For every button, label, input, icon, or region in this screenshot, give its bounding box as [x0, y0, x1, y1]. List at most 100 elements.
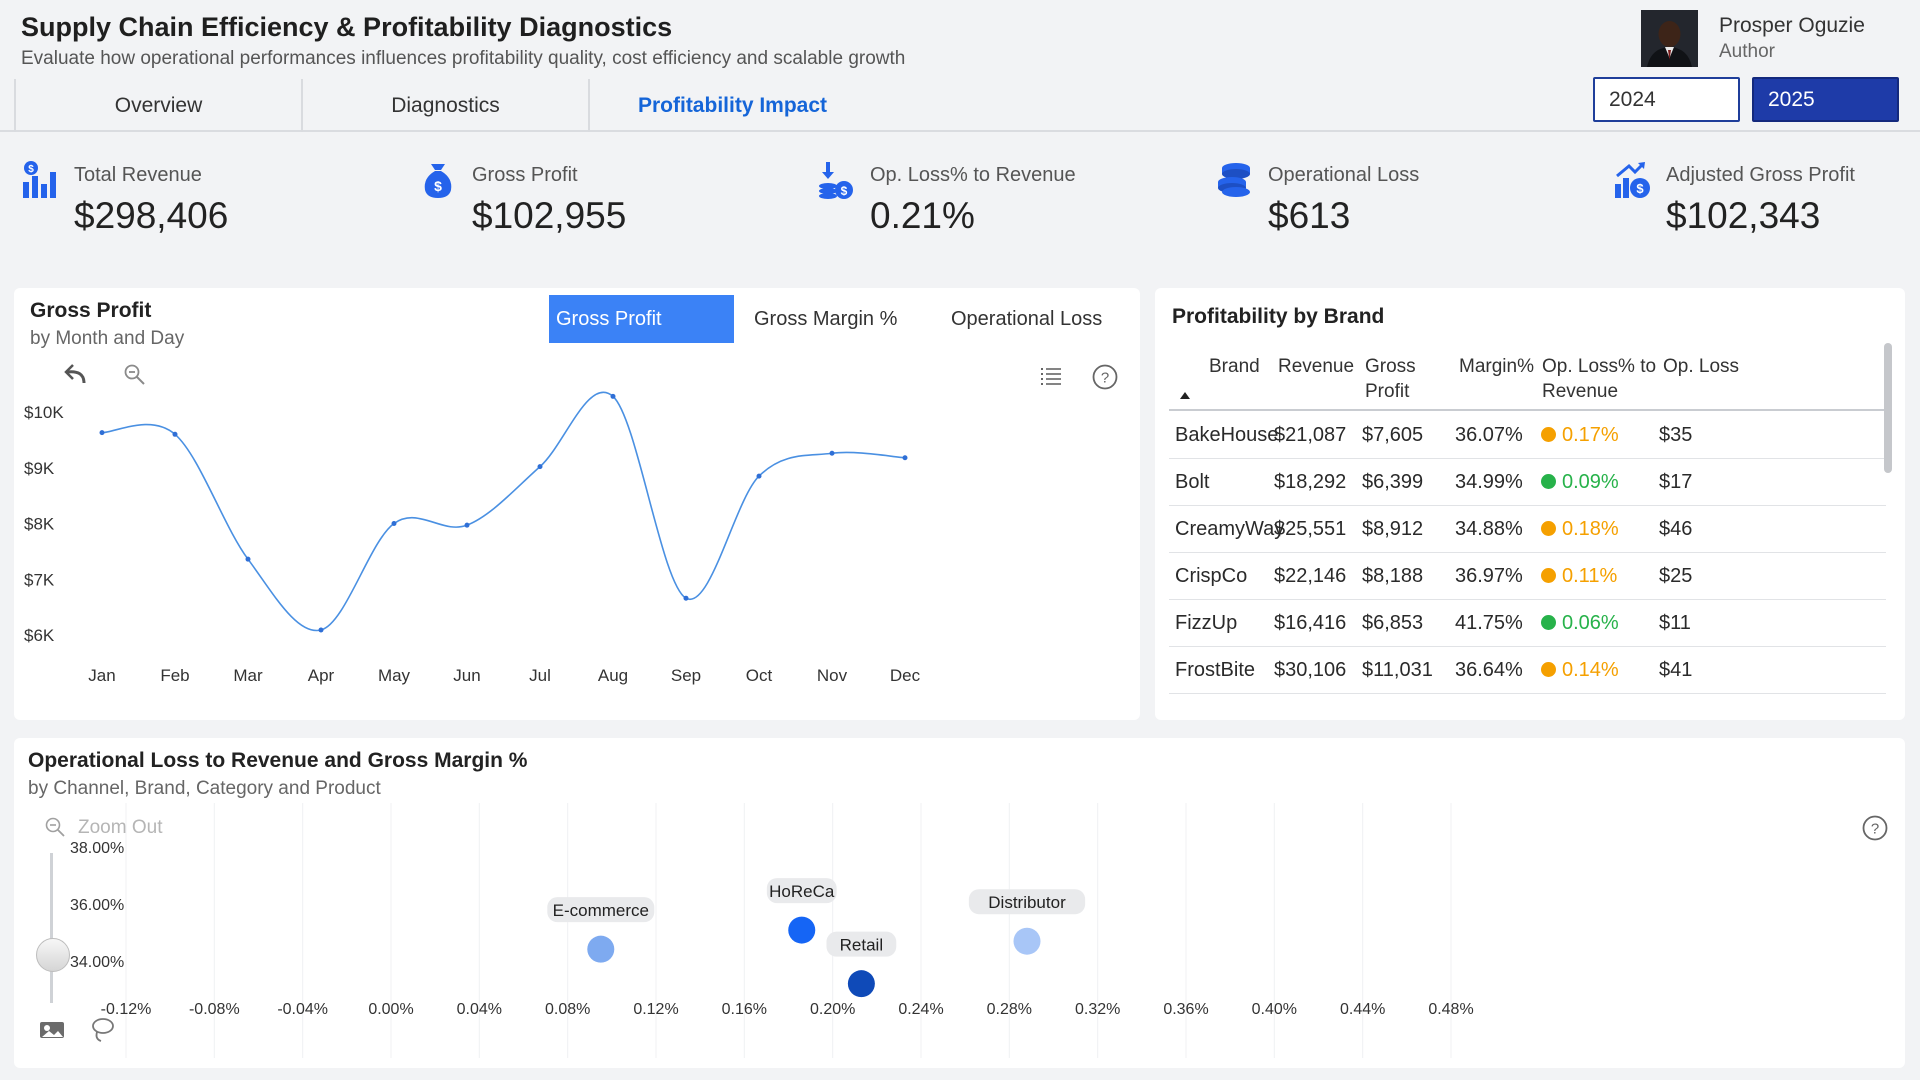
- data-point[interactable]: [902, 455, 908, 461]
- gross-profit-card: Gross Profit by Month and Day Gross Prof…: [14, 288, 1140, 720]
- x-tick-label: Mar: [233, 666, 263, 685]
- x-tick-label: -0.12%: [101, 1001, 152, 1018]
- y-tick-label: 34.00%: [70, 954, 124, 971]
- kpi-label: Op. Loss% to Revenue: [870, 164, 1076, 186]
- x-tick-label: May: [378, 666, 411, 685]
- kpi-value: 0.21%: [870, 195, 975, 236]
- cell-gross-profit: $11,031: [1362, 659, 1433, 681]
- data-point[interactable]: [537, 464, 543, 470]
- table-row[interactable]: FizzUp $16,416 $6,853 41.75% 0.06% $11: [1169, 600, 1886, 647]
- svg-text:$: $: [1636, 181, 1644, 196]
- data-point[interactable]: [464, 522, 470, 528]
- data-point[interactable]: [756, 473, 762, 479]
- scatter-point[interactable]: [1013, 927, 1041, 955]
- x-tick-label: -0.08%: [189, 1001, 240, 1018]
- op-loss-pct-value: 0.11%: [1562, 565, 1618, 587]
- card-title: Profitability by Brand: [1172, 305, 1385, 328]
- svg-text:$: $: [28, 164, 34, 175]
- op-loss-pct-value: 0.09%: [1562, 471, 1619, 493]
- kpi-adjusted-gross-profit: $ Adjusted Gross Profit $102,343: [1613, 160, 1920, 240]
- data-point[interactable]: [683, 595, 689, 601]
- data-point[interactable]: [172, 431, 178, 437]
- scatter-point[interactable]: [788, 916, 816, 944]
- x-tick-label: Oct: [746, 666, 773, 685]
- data-point[interactable]: [829, 450, 835, 456]
- lasso-icon[interactable]: [91, 1017, 115, 1043]
- page-title: Supply Chain Efficiency & Profitability …: [21, 12, 673, 42]
- scatter-point[interactable]: [847, 970, 875, 998]
- zoom-slider-handle[interactable]: [36, 938, 70, 972]
- status-dot: [1541, 427, 1556, 442]
- status-dot: [1541, 662, 1556, 677]
- cell-op-loss-pct: 0.17%: [1541, 424, 1619, 447]
- scatter-point[interactable]: [587, 935, 615, 963]
- col-gross-profit[interactable]: Gross Profit: [1365, 356, 1416, 402]
- table-scrollbar[interactable]: [1884, 343, 1892, 473]
- x-tick-label: 0.40%: [1252, 1001, 1297, 1018]
- y-tick-label: $7K: [24, 570, 55, 589]
- zoom-out-icon[interactable]: [123, 363, 147, 385]
- op-loss-pct-value: 0.14%: [1562, 659, 1619, 681]
- kpi-label: Gross Profit: [472, 164, 578, 186]
- col-margin[interactable]: Margin%: [1459, 356, 1534, 377]
- author-role: Author: [1719, 41, 1775, 62]
- help-icon[interactable]: ?: [1092, 364, 1118, 390]
- year-2025-button[interactable]: 2025: [1752, 77, 1899, 122]
- toggle-gross-profit[interactable]: Gross Profit: [549, 295, 734, 343]
- y-tick-label: $6K: [24, 626, 55, 645]
- zoom-out-icon[interactable]: [44, 816, 66, 838]
- x-tick-label: Jan: [88, 666, 115, 685]
- undo-icon[interactable]: [64, 362, 88, 384]
- table-row[interactable]: FrostBite $30,106 $11,031 36.64% 0.14% $41: [1169, 647, 1886, 694]
- tab-profitability-impact[interactable]: Profitability Impact: [588, 79, 875, 132]
- data-point[interactable]: [318, 627, 324, 633]
- cell-revenue: $22,146: [1274, 565, 1347, 587]
- x-tick-label: 0.32%: [1075, 1001, 1120, 1018]
- revenue-chart-icon: $: [23, 161, 56, 198]
- table-row[interactable]: CreamyWay $25,551 $8,912 34.88% 0.18% $46: [1169, 506, 1886, 553]
- col-op-loss[interactable]: Op. Loss: [1663, 356, 1740, 377]
- cell-margin: 41.75%: [1455, 612, 1523, 634]
- table-row[interactable]: Bolt $18,292 $6,399 34.99% 0.09% $17: [1169, 459, 1886, 506]
- sort-ascending-icon[interactable]: [1179, 390, 1191, 400]
- kpi-operational-loss: Operational Loss $613: [1215, 160, 1575, 240]
- coin-stack-icon: [1218, 163, 1250, 197]
- x-tick-label: 0.12%: [633, 1001, 678, 1018]
- help-icon[interactable]: ?: [1862, 815, 1888, 841]
- point-label: Retail: [840, 936, 883, 955]
- image-icon[interactable]: [39, 1020, 65, 1040]
- zoom-out-label[interactable]: Zoom Out: [78, 817, 163, 838]
- tab-diagnostics[interactable]: Diagnostics: [301, 79, 588, 132]
- svg-text:$: $: [434, 178, 442, 194]
- zoom-slider-track: [50, 853, 53, 1003]
- status-dot: [1541, 615, 1556, 630]
- list-icon[interactable]: [1040, 366, 1062, 386]
- status-dot: [1541, 521, 1556, 536]
- tab-overview[interactable]: Overview: [14, 79, 301, 132]
- col-brand[interactable]: Brand: [1209, 356, 1260, 377]
- kpi-value: $613: [1268, 195, 1351, 236]
- col-op-loss-pct[interactable]: Op. Loss% to Revenue: [1542, 356, 1657, 402]
- year-2024-button[interactable]: 2024: [1593, 77, 1740, 122]
- cell-gross-profit: $6,853: [1362, 612, 1424, 634]
- data-point[interactable]: [391, 521, 397, 526]
- cell-gross-profit: $8,912: [1362, 518, 1424, 540]
- cell-margin: 36.07%: [1455, 424, 1523, 446]
- toggle-gross-margin[interactable]: Gross Margin %: [754, 307, 898, 330]
- cell-gross-profit: $6,399: [1362, 471, 1424, 493]
- point-label-bg: [826, 931, 897, 957]
- table-row[interactable]: CrispCo $22,146 $8,188 36.97% 0.11% $25: [1169, 553, 1886, 600]
- data-point[interactable]: [245, 556, 251, 562]
- growth-chart-icon: $: [1615, 162, 1650, 198]
- data-point[interactable]: [99, 430, 105, 436]
- x-tick-label: 0.36%: [1163, 1001, 1208, 1018]
- status-dot: [1541, 474, 1556, 489]
- table-row[interactable]: BakeHouse $21,087 $7,605 36.07% 0.17% $35: [1169, 412, 1886, 459]
- col-revenue[interactable]: Revenue: [1278, 356, 1355, 377]
- data-point[interactable]: [610, 393, 616, 399]
- toggle-operational-loss[interactable]: Operational Loss: [951, 307, 1103, 330]
- author-avatar: [1641, 10, 1698, 67]
- cell-margin: 34.99%: [1455, 471, 1523, 493]
- op-loss-pct-value: 0.06%: [1562, 612, 1619, 634]
- cell-op-loss-pct: 0.09%: [1541, 471, 1619, 494]
